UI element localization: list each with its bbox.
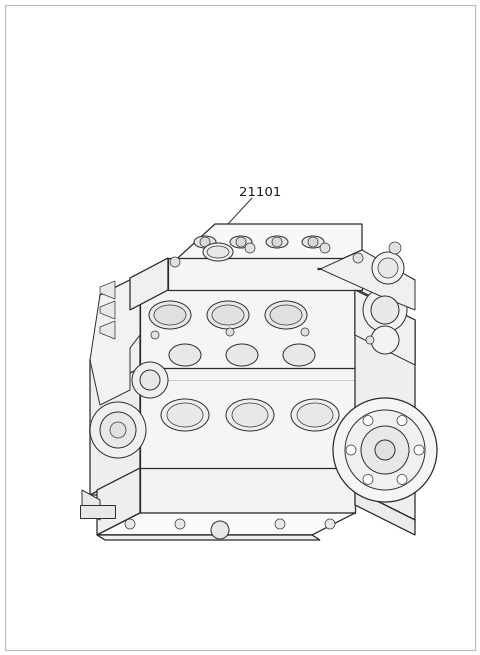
Polygon shape [355,490,415,535]
Circle shape [132,362,168,398]
Circle shape [301,328,309,336]
Ellipse shape [154,305,186,325]
Circle shape [371,326,399,354]
Circle shape [170,257,180,267]
Circle shape [345,410,425,490]
Circle shape [236,237,246,247]
Circle shape [140,370,160,390]
Ellipse shape [270,305,302,325]
Polygon shape [90,470,370,495]
Polygon shape [90,275,140,405]
Ellipse shape [302,236,324,248]
Circle shape [110,422,126,438]
Polygon shape [97,535,320,540]
Circle shape [389,242,401,254]
Circle shape [90,402,146,458]
Circle shape [361,426,409,474]
Circle shape [151,331,159,339]
Circle shape [375,440,395,460]
Ellipse shape [226,344,258,366]
Polygon shape [318,250,415,300]
Ellipse shape [232,403,268,427]
Ellipse shape [207,246,229,258]
Ellipse shape [291,399,339,431]
Circle shape [397,474,407,485]
Circle shape [325,519,335,529]
Circle shape [200,237,210,247]
Circle shape [363,415,373,426]
Circle shape [175,519,185,529]
Ellipse shape [167,403,203,427]
Ellipse shape [161,399,209,431]
Circle shape [100,412,136,448]
Text: 21101: 21101 [239,187,281,200]
Polygon shape [140,275,390,368]
Polygon shape [140,468,355,513]
Ellipse shape [297,403,333,427]
Polygon shape [100,321,115,339]
Ellipse shape [194,236,216,248]
Circle shape [226,328,234,336]
Polygon shape [168,224,362,270]
Polygon shape [97,468,140,535]
Polygon shape [355,290,415,520]
Circle shape [397,415,407,426]
Polygon shape [355,290,415,365]
Circle shape [320,243,330,253]
Circle shape [414,445,424,455]
Ellipse shape [149,301,191,329]
Polygon shape [318,250,415,310]
Circle shape [346,445,356,455]
Ellipse shape [283,344,315,366]
Circle shape [333,398,437,502]
Ellipse shape [226,399,274,431]
Circle shape [363,288,407,332]
Ellipse shape [207,301,249,329]
Ellipse shape [212,305,244,325]
Circle shape [372,252,404,284]
Ellipse shape [266,236,288,248]
Circle shape [275,519,285,529]
Circle shape [378,258,398,278]
Circle shape [371,296,399,324]
Ellipse shape [230,236,252,248]
Circle shape [353,253,363,263]
Polygon shape [100,275,140,388]
Polygon shape [90,335,140,495]
Ellipse shape [265,301,307,329]
Polygon shape [100,281,115,299]
Circle shape [363,474,373,485]
Circle shape [308,237,318,247]
Circle shape [272,237,282,247]
Ellipse shape [169,344,201,366]
Polygon shape [100,301,115,319]
Ellipse shape [203,243,233,261]
Polygon shape [82,490,100,520]
Circle shape [366,336,374,344]
Circle shape [211,521,229,539]
Polygon shape [130,258,168,310]
Polygon shape [80,505,115,518]
Polygon shape [140,335,370,470]
Circle shape [125,519,135,529]
Polygon shape [168,258,362,290]
Circle shape [245,243,255,253]
Polygon shape [97,513,355,535]
